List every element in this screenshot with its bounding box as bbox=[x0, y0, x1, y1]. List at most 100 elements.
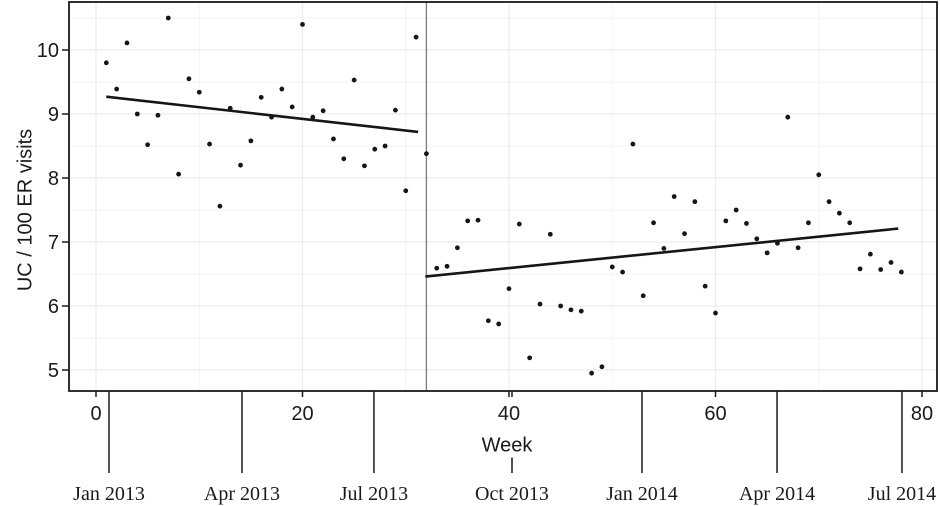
data-point bbox=[279, 86, 285, 92]
data-point bbox=[186, 76, 192, 82]
data-point bbox=[351, 77, 357, 83]
data-point bbox=[837, 210, 842, 216]
data-point bbox=[671, 194, 677, 199]
data-point bbox=[764, 250, 770, 256]
data-point bbox=[516, 221, 522, 227]
data-point bbox=[227, 105, 233, 111]
data-point bbox=[775, 240, 780, 246]
month-tick-label: Jan 2013 bbox=[73, 483, 145, 505]
month-tick-label: Apr 2014 bbox=[739, 483, 815, 505]
data-point bbox=[723, 218, 729, 224]
data-point bbox=[145, 142, 151, 148]
panel-border bbox=[68, 1, 938, 392]
month-tick-label: Jan 2014 bbox=[606, 483, 678, 505]
data-point bbox=[568, 307, 574, 313]
data-point bbox=[289, 104, 295, 110]
data-point bbox=[382, 143, 388, 149]
x-tick-label: 20 bbox=[291, 403, 313, 425]
data-point bbox=[413, 34, 419, 40]
data-point bbox=[713, 310, 718, 316]
data-point bbox=[269, 114, 274, 120]
data-point bbox=[867, 251, 873, 257]
data-point bbox=[630, 141, 636, 147]
data-point bbox=[475, 217, 481, 223]
trend-line-pre-trend bbox=[106, 95, 419, 134]
data-point bbox=[547, 231, 553, 237]
trend-line-post-trend bbox=[425, 227, 899, 278]
data-point bbox=[465, 218, 471, 224]
month-tick-label: Jul 2013 bbox=[340, 483, 408, 505]
data-point bbox=[744, 221, 749, 226]
data-point bbox=[176, 171, 182, 177]
data-point bbox=[362, 163, 367, 169]
data-point bbox=[331, 136, 336, 142]
month-tick-label: Jul 2014 bbox=[868, 483, 936, 505]
data-point bbox=[878, 267, 884, 272]
data-point bbox=[888, 260, 894, 265]
data-point bbox=[795, 245, 801, 251]
data-point bbox=[300, 22, 305, 27]
data-point bbox=[558, 303, 564, 309]
y-tick-label: 9 bbox=[48, 104, 59, 126]
data-point bbox=[217, 203, 223, 209]
y-tick-label: 10 bbox=[37, 40, 59, 62]
data-point bbox=[207, 141, 212, 147]
data-point bbox=[537, 301, 543, 307]
data-point bbox=[114, 86, 120, 92]
data-point bbox=[310, 114, 316, 120]
data-point bbox=[857, 266, 863, 272]
data-point bbox=[496, 321, 502, 327]
data-point bbox=[258, 94, 264, 100]
data-point bbox=[826, 199, 832, 205]
data-point bbox=[248, 138, 254, 144]
data-point bbox=[898, 269, 904, 275]
data-point bbox=[754, 236, 760, 242]
data-point bbox=[847, 220, 853, 226]
data-point bbox=[609, 264, 615, 270]
panel-background bbox=[69, 2, 937, 391]
data-point bbox=[134, 111, 140, 117]
x-tick-label: 40 bbox=[498, 403, 520, 425]
y-tick-label: 7 bbox=[48, 232, 59, 254]
data-point bbox=[527, 355, 533, 361]
x-tick-label: 0 bbox=[90, 403, 101, 425]
data-point bbox=[372, 146, 378, 152]
data-point bbox=[155, 112, 161, 118]
data-point bbox=[320, 108, 326, 114]
data-point bbox=[124, 40, 130, 46]
data-point bbox=[599, 364, 605, 370]
data-point bbox=[238, 162, 243, 168]
data-point bbox=[640, 293, 646, 299]
month-tick-label: Oct 2013 bbox=[475, 483, 549, 505]
data-point bbox=[434, 265, 440, 271]
data-point bbox=[806, 220, 811, 226]
data-point bbox=[403, 188, 409, 194]
month-tick-label: Apr 2013 bbox=[204, 483, 280, 505]
data-point bbox=[454, 245, 460, 251]
data-point bbox=[733, 207, 739, 213]
data-point bbox=[506, 286, 512, 292]
data-point bbox=[444, 263, 450, 269]
data-point bbox=[620, 269, 625, 275]
data-point bbox=[578, 308, 584, 314]
data-point bbox=[816, 172, 822, 178]
x-tick-label: 60 bbox=[704, 403, 726, 425]
data-point bbox=[103, 60, 109, 66]
data-point bbox=[424, 151, 429, 157]
data-point bbox=[661, 246, 667, 251]
data-point bbox=[682, 231, 687, 237]
data-point bbox=[785, 114, 791, 120]
y-tick-label: 8 bbox=[48, 168, 59, 190]
data-point bbox=[692, 199, 698, 205]
x-axis-title: Week bbox=[478, 434, 536, 458]
x-tick-label: 80 bbox=[911, 403, 933, 425]
data-point bbox=[702, 283, 708, 289]
y-tick-label: 6 bbox=[48, 296, 59, 318]
data-point bbox=[196, 89, 202, 95]
data-point bbox=[393, 107, 398, 113]
data-point bbox=[651, 220, 656, 226]
data-point bbox=[589, 370, 594, 376]
data-point bbox=[485, 318, 491, 324]
